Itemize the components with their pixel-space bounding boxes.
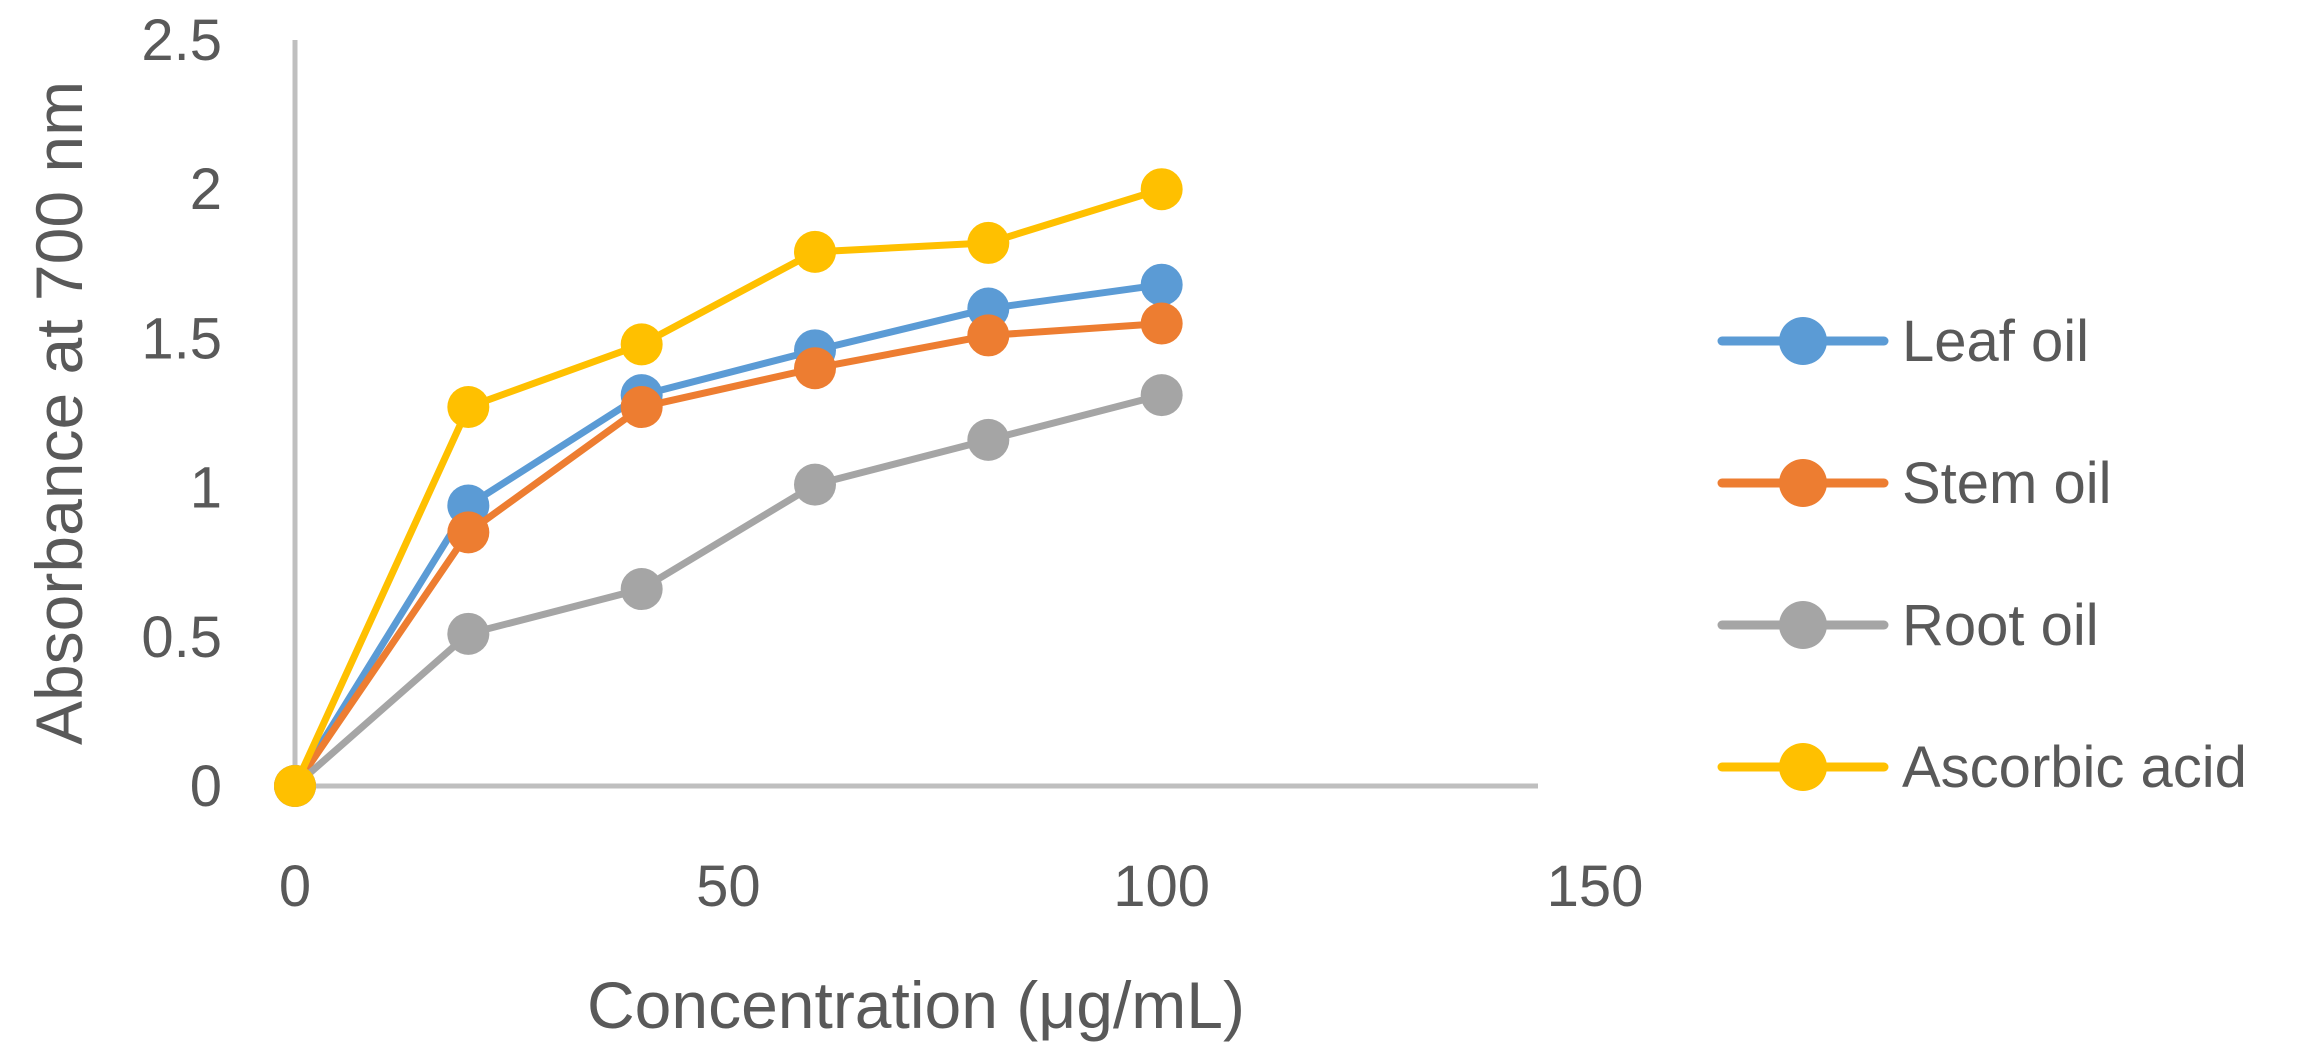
y-tick-labels: 0 0.5 1 1.5 2 2.5 — [141, 8, 222, 819]
data-point — [967, 314, 1010, 357]
legend-marker — [1779, 743, 1827, 791]
data-point — [1140, 374, 1183, 417]
data-point — [447, 612, 490, 655]
data-point — [274, 765, 316, 807]
series-line — [291, 319, 1166, 790]
series-root-oil — [274, 374, 1183, 807]
data-point — [967, 221, 1010, 264]
legend-marker — [1779, 459, 1827, 507]
x-tick-labels: 0 50 100 150 — [279, 854, 1644, 919]
data-point — [1140, 302, 1183, 345]
series-ascorbic-acid — [274, 168, 1183, 807]
x-tick-label: 0 — [279, 854, 311, 919]
x-tick-label: 100 — [1113, 854, 1210, 919]
legend-label: Leaf oil — [1902, 309, 2089, 374]
axes — [292, 40, 1538, 789]
data-point — [1140, 263, 1183, 306]
legend: Leaf oil Stem oil Root oil Ascorbic acid — [1717, 309, 2247, 800]
data-point — [620, 568, 663, 611]
data-point — [794, 347, 836, 390]
x-tick-label: 150 — [1547, 854, 1644, 919]
data-point — [967, 418, 1010, 461]
y-axis-title: Absorbance at 700 nm — [22, 81, 96, 745]
legend-item: Stem oil — [1717, 451, 2112, 516]
legend-item: Root oil — [1717, 593, 2099, 658]
series-line — [291, 185, 1166, 790]
series-stem-oil — [274, 302, 1183, 807]
x-axis-title: Concentration (μg/mL) — [587, 968, 1245, 1042]
legend-label: Ascorbic acid — [1902, 735, 2247, 800]
data-point — [620, 386, 663, 429]
legend-label: Root oil — [1902, 593, 2099, 658]
data-point — [447, 511, 490, 554]
legend-marker — [1779, 601, 1827, 649]
y-tick-label: 1.5 — [141, 306, 222, 371]
data-point — [794, 463, 836, 506]
series-line — [291, 391, 1166, 790]
legend-label: Stem oil — [1902, 451, 2112, 516]
data-point — [447, 386, 490, 429]
data-point — [620, 323, 663, 366]
data-point — [794, 230, 836, 273]
y-tick-label: 0.5 — [141, 605, 222, 670]
legend-item: Ascorbic acid — [1717, 735, 2247, 800]
y-tick-label: 1 — [190, 456, 222, 521]
data-point — [1140, 168, 1183, 211]
series-line — [291, 281, 1166, 790]
y-tick-label: 2.5 — [141, 8, 222, 73]
legend-item: Leaf oil — [1717, 309, 2089, 374]
legend-marker — [1779, 317, 1827, 365]
series-layer — [274, 168, 1183, 807]
y-tick-label: 2 — [190, 157, 222, 222]
y-tick-label: 0 — [190, 754, 222, 819]
x-tick-label: 50 — [696, 854, 761, 919]
